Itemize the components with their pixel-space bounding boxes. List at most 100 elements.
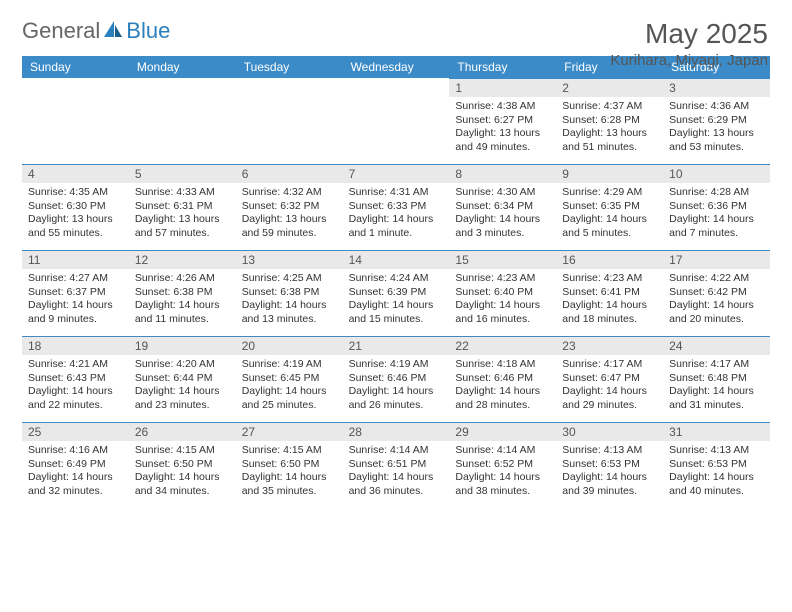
day-info: Sunrise: 4:35 AMSunset: 6:30 PMDaylight:… [28, 186, 123, 241]
day-number: 17 [663, 251, 770, 269]
calendar-cell-empty [343, 78, 450, 164]
calendar-cell: 2 Sunrise: 4:37 AMSunset: 6:28 PMDaylight… [556, 78, 663, 164]
day-number: 12 [129, 251, 236, 269]
day-info: Sunrise: 4:22 AMSunset: 6:42 PMDaylight:… [669, 272, 764, 327]
day-info: Sunrise: 4:26 AMSunset: 6:38 PMDaylight:… [135, 272, 230, 327]
day-info: Sunrise: 4:29 AMSunset: 6:35 PMDaylight:… [562, 186, 657, 241]
calendar-cell: 25 Sunrise: 4:16 AMSunset: 6:49 PMDayligh… [22, 422, 129, 508]
day-info: Sunrise: 4:24 AMSunset: 6:39 PMDaylight:… [349, 272, 444, 327]
day-number: 13 [236, 251, 343, 269]
day-info: Sunrise: 4:33 AMSunset: 6:31 PMDaylight:… [135, 186, 230, 241]
calendar-cell: 1 Sunrise: 4:38 AMSunset: 6:27 PMDaylight… [449, 78, 556, 164]
day-info: Sunrise: 4:15 AMSunset: 6:50 PMDaylight:… [135, 444, 230, 499]
weekday-header: Monday [129, 56, 236, 78]
day-info: Sunrise: 4:32 AMSunset: 6:32 PMDaylight:… [242, 186, 337, 241]
day-info: Sunrise: 4:16 AMSunset: 6:49 PMDaylight:… [28, 444, 123, 499]
day-info: Sunrise: 4:25 AMSunset: 6:38 PMDaylight:… [242, 272, 337, 327]
day-number: 27 [236, 423, 343, 441]
day-info: Sunrise: 4:20 AMSunset: 6:44 PMDaylight:… [135, 358, 230, 413]
calendar-cell: 23 Sunrise: 4:17 AMSunset: 6:47 PMDayligh… [556, 336, 663, 422]
calendar-cell: 8 Sunrise: 4:30 AMSunset: 6:34 PMDaylight… [449, 164, 556, 250]
calendar-cell: 24Sunrise: 4:17 AMSunset: 6:48 PMDayligh… [663, 336, 770, 422]
day-info: Sunrise: 4:23 AMSunset: 6:41 PMDaylight:… [562, 272, 657, 327]
calendar-cell: 5 Sunrise: 4:33 AMSunset: 6:31 PMDaylight… [129, 164, 236, 250]
calendar-cell: 28Sunrise: 4:14 AMSunset: 6:51 PMDayligh… [343, 422, 450, 508]
day-info: Sunrise: 4:30 AMSunset: 6:34 PMDaylight:… [455, 186, 550, 241]
calendar-cell-empty [236, 78, 343, 164]
day-number: 9 [556, 165, 663, 183]
day-info: Sunrise: 4:13 AMSunset: 6:53 PMDaylight:… [562, 444, 657, 499]
day-number: 23 [556, 337, 663, 355]
day-info: Sunrise: 4:17 AMSunset: 6:47 PMDaylight:… [562, 358, 657, 413]
day-number: 2 [556, 79, 663, 97]
day-number: 21 [343, 337, 450, 355]
calendar-cell: 19 Sunrise: 4:20 AMSunset: 6:44 PMDayligh… [129, 336, 236, 422]
calendar-cell: 12 Sunrise: 4:26 AMSunset: 6:38 PMDayligh… [129, 250, 236, 336]
day-number: 8 [449, 165, 556, 183]
calendar-cell: 7 Sunrise: 4:31 AMSunset: 6:33 PMDaylight… [343, 164, 450, 250]
calendar-cell: 26 Sunrise: 4:15 AMSunset: 6:50 PMDayligh… [129, 422, 236, 508]
day-number: 25 [22, 423, 129, 441]
day-number: 30 [556, 423, 663, 441]
location-text: Kurihara, Miyagi, Japan [610, 52, 768, 69]
calendar-cell: 4Sunrise: 4:35 AMSunset: 6:30 PMDaylight… [22, 164, 129, 250]
day-info: Sunrise: 4:18 AMSunset: 6:46 PMDaylight:… [455, 358, 550, 413]
day-info: Sunrise: 4:15 AMSunset: 6:50 PMDaylight:… [242, 444, 337, 499]
day-number: 24 [663, 337, 770, 355]
weekday-header: Tuesday [236, 56, 343, 78]
day-info: Sunrise: 4:31 AMSunset: 6:33 PMDaylight:… [349, 186, 444, 241]
day-number: 11 [22, 251, 129, 269]
weekday-header: Sunday [22, 56, 129, 78]
calendar-cell: 15 Sunrise: 4:23 AMSunset: 6:40 PMDayligh… [449, 250, 556, 336]
calendar-cell: 30 Sunrise: 4:13 AMSunset: 6:53 PMDayligh… [556, 422, 663, 508]
day-info: Sunrise: 4:19 AMSunset: 6:46 PMDaylight:… [349, 358, 444, 413]
day-number: 10 [663, 165, 770, 183]
day-number: 29 [449, 423, 556, 441]
day-number: 7 [343, 165, 450, 183]
calendar-cell-empty [129, 78, 236, 164]
day-info: Sunrise: 4:21 AMSunset: 6:43 PMDaylight:… [28, 358, 123, 413]
calendar-cell: 31 Sunrise: 4:13 AMSunset: 6:53 PMDayligh… [663, 422, 770, 508]
day-number: 14 [343, 251, 450, 269]
calendar-cell: 22 Sunrise: 4:18 AMSunset: 6:46 PMDayligh… [449, 336, 556, 422]
sail-icon [102, 19, 124, 44]
day-info: Sunrise: 4:38 AMSunset: 6:27 PMDaylight:… [455, 100, 550, 155]
day-number: 1 [449, 79, 556, 97]
day-info: Sunrise: 4:37 AMSunset: 6:28 PMDaylight:… [562, 100, 657, 155]
brand-left: General [22, 18, 100, 44]
day-info: Sunrise: 4:14 AMSunset: 6:52 PMDaylight:… [455, 444, 550, 499]
calendar-cell-empty [22, 78, 129, 164]
calendar-cell: 29 Sunrise: 4:14 AMSunset: 6:52 PMDayligh… [449, 422, 556, 508]
calendar-cell: 3 Sunrise: 4:36 AMSunset: 6:29 PMDaylight… [663, 78, 770, 164]
header-right: May 2025 Kurihara, Miyagi, Japan [610, 18, 768, 69]
day-number: 5 [129, 165, 236, 183]
day-info: Sunrise: 4:19 AMSunset: 6:45 PMDaylight:… [242, 358, 337, 413]
calendar-cell: 11Sunrise: 4:27 AMSunset: 6:37 PMDayligh… [22, 250, 129, 336]
day-number: 19 [129, 337, 236, 355]
calendar-cell: 6 Sunrise: 4:32 AMSunset: 6:32 PMDaylight… [236, 164, 343, 250]
calendar-cell: 16Sunrise: 4:23 AMSunset: 6:41 PMDayligh… [556, 250, 663, 336]
calendar-cell: 17 Sunrise: 4:22 AMSunset: 6:42 PMDayligh… [663, 250, 770, 336]
weekday-header: Wednesday [343, 56, 450, 78]
calendar-cell: 13 Sunrise: 4:25 AMSunset: 6:38 PMDayligh… [236, 250, 343, 336]
day-number: 22 [449, 337, 556, 355]
day-info: Sunrise: 4:28 AMSunset: 6:36 PMDaylight:… [669, 186, 764, 241]
day-number: 20 [236, 337, 343, 355]
calendar-cell: 9 Sunrise: 4:29 AMSunset: 6:35 PMDaylight… [556, 164, 663, 250]
day-number: 3 [663, 79, 770, 97]
calendar-cell: 21 Sunrise: 4:19 AMSunset: 6:46 PMDayligh… [343, 336, 450, 422]
day-info: Sunrise: 4:13 AMSunset: 6:53 PMDaylight:… [669, 444, 764, 499]
brand-right: Blue [126, 18, 170, 44]
day-number: 26 [129, 423, 236, 441]
day-info: Sunrise: 4:23 AMSunset: 6:40 PMDaylight:… [455, 272, 550, 327]
day-info: Sunrise: 4:14 AMSunset: 6:51 PMDaylight:… [349, 444, 444, 499]
calendar-cell: 10 Sunrise: 4:28 AMSunset: 6:36 PMDayligh… [663, 164, 770, 250]
day-number: 31 [663, 423, 770, 441]
calendar: SundayMondayTuesdayWednesdayThursdayFrid… [22, 56, 770, 508]
day-number: 6 [236, 165, 343, 183]
day-number: 15 [449, 251, 556, 269]
calendar-cell: 27 Sunrise: 4:15 AMSunset: 6:50 PMDayligh… [236, 422, 343, 508]
calendar-cell: 18Sunrise: 4:21 AMSunset: 6:43 PMDayligh… [22, 336, 129, 422]
day-info: Sunrise: 4:36 AMSunset: 6:29 PMDaylight:… [669, 100, 764, 155]
weekday-header: Thursday [449, 56, 556, 78]
